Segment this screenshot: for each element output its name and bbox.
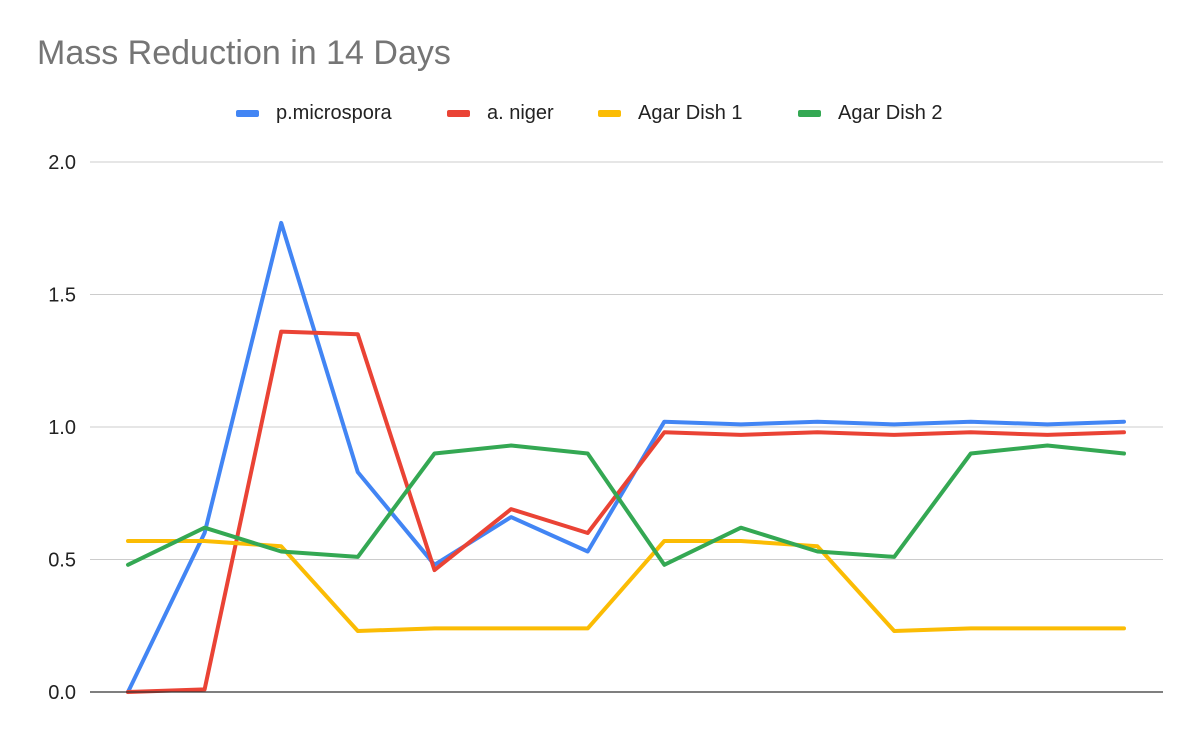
series-line-p-microspora[interactable] xyxy=(126,220,1126,694)
legend-swatch-agar-dish-2 xyxy=(798,109,821,117)
legend-swatch-a-niger xyxy=(447,109,470,117)
legend-item-agar-dish-2[interactable]: Agar Dish 2 xyxy=(798,100,943,126)
y-axis-tick-labels: 0.0 0.5 1.0 1.5 2.0 xyxy=(48,152,76,704)
legend-swatch-p-microspora xyxy=(236,109,259,117)
y-tick-label: 0.5 xyxy=(48,550,76,572)
legend-label-agar-dish-2: Agar Dish 2 xyxy=(838,101,943,124)
legend-label-agar-dish-1: Agar Dish 1 xyxy=(638,101,743,124)
series-lines xyxy=(126,220,1126,694)
legend-item-p-microspora[interactable]: p.microspora xyxy=(236,100,392,126)
legend-item-a-niger[interactable]: a. niger xyxy=(447,100,554,126)
series-line-a-niger[interactable] xyxy=(126,329,1126,694)
legend-item-agar-dish-1[interactable]: Agar Dish 1 xyxy=(598,100,743,126)
legend-label-a-niger: a. niger xyxy=(487,101,554,124)
series-line-agar-dish-1[interactable] xyxy=(126,539,1126,633)
y-tick-label: 0.0 xyxy=(48,682,76,704)
gridlines xyxy=(90,161,1163,560)
chart-title: Mass Reduction in 14 Days xyxy=(37,34,451,72)
y-tick-label: 2.0 xyxy=(48,152,76,174)
y-tick-label: 1.5 xyxy=(48,285,76,307)
legend-label-p-microspora: p.microspora xyxy=(276,101,392,124)
y-tick-label: 1.0 xyxy=(48,417,76,439)
legend-swatch-agar-dish-1 xyxy=(598,109,621,117)
series-line-agar-dish-2[interactable] xyxy=(126,443,1126,567)
legend: p.microspora a. niger Agar Dish 1 Agar D… xyxy=(0,100,1200,126)
